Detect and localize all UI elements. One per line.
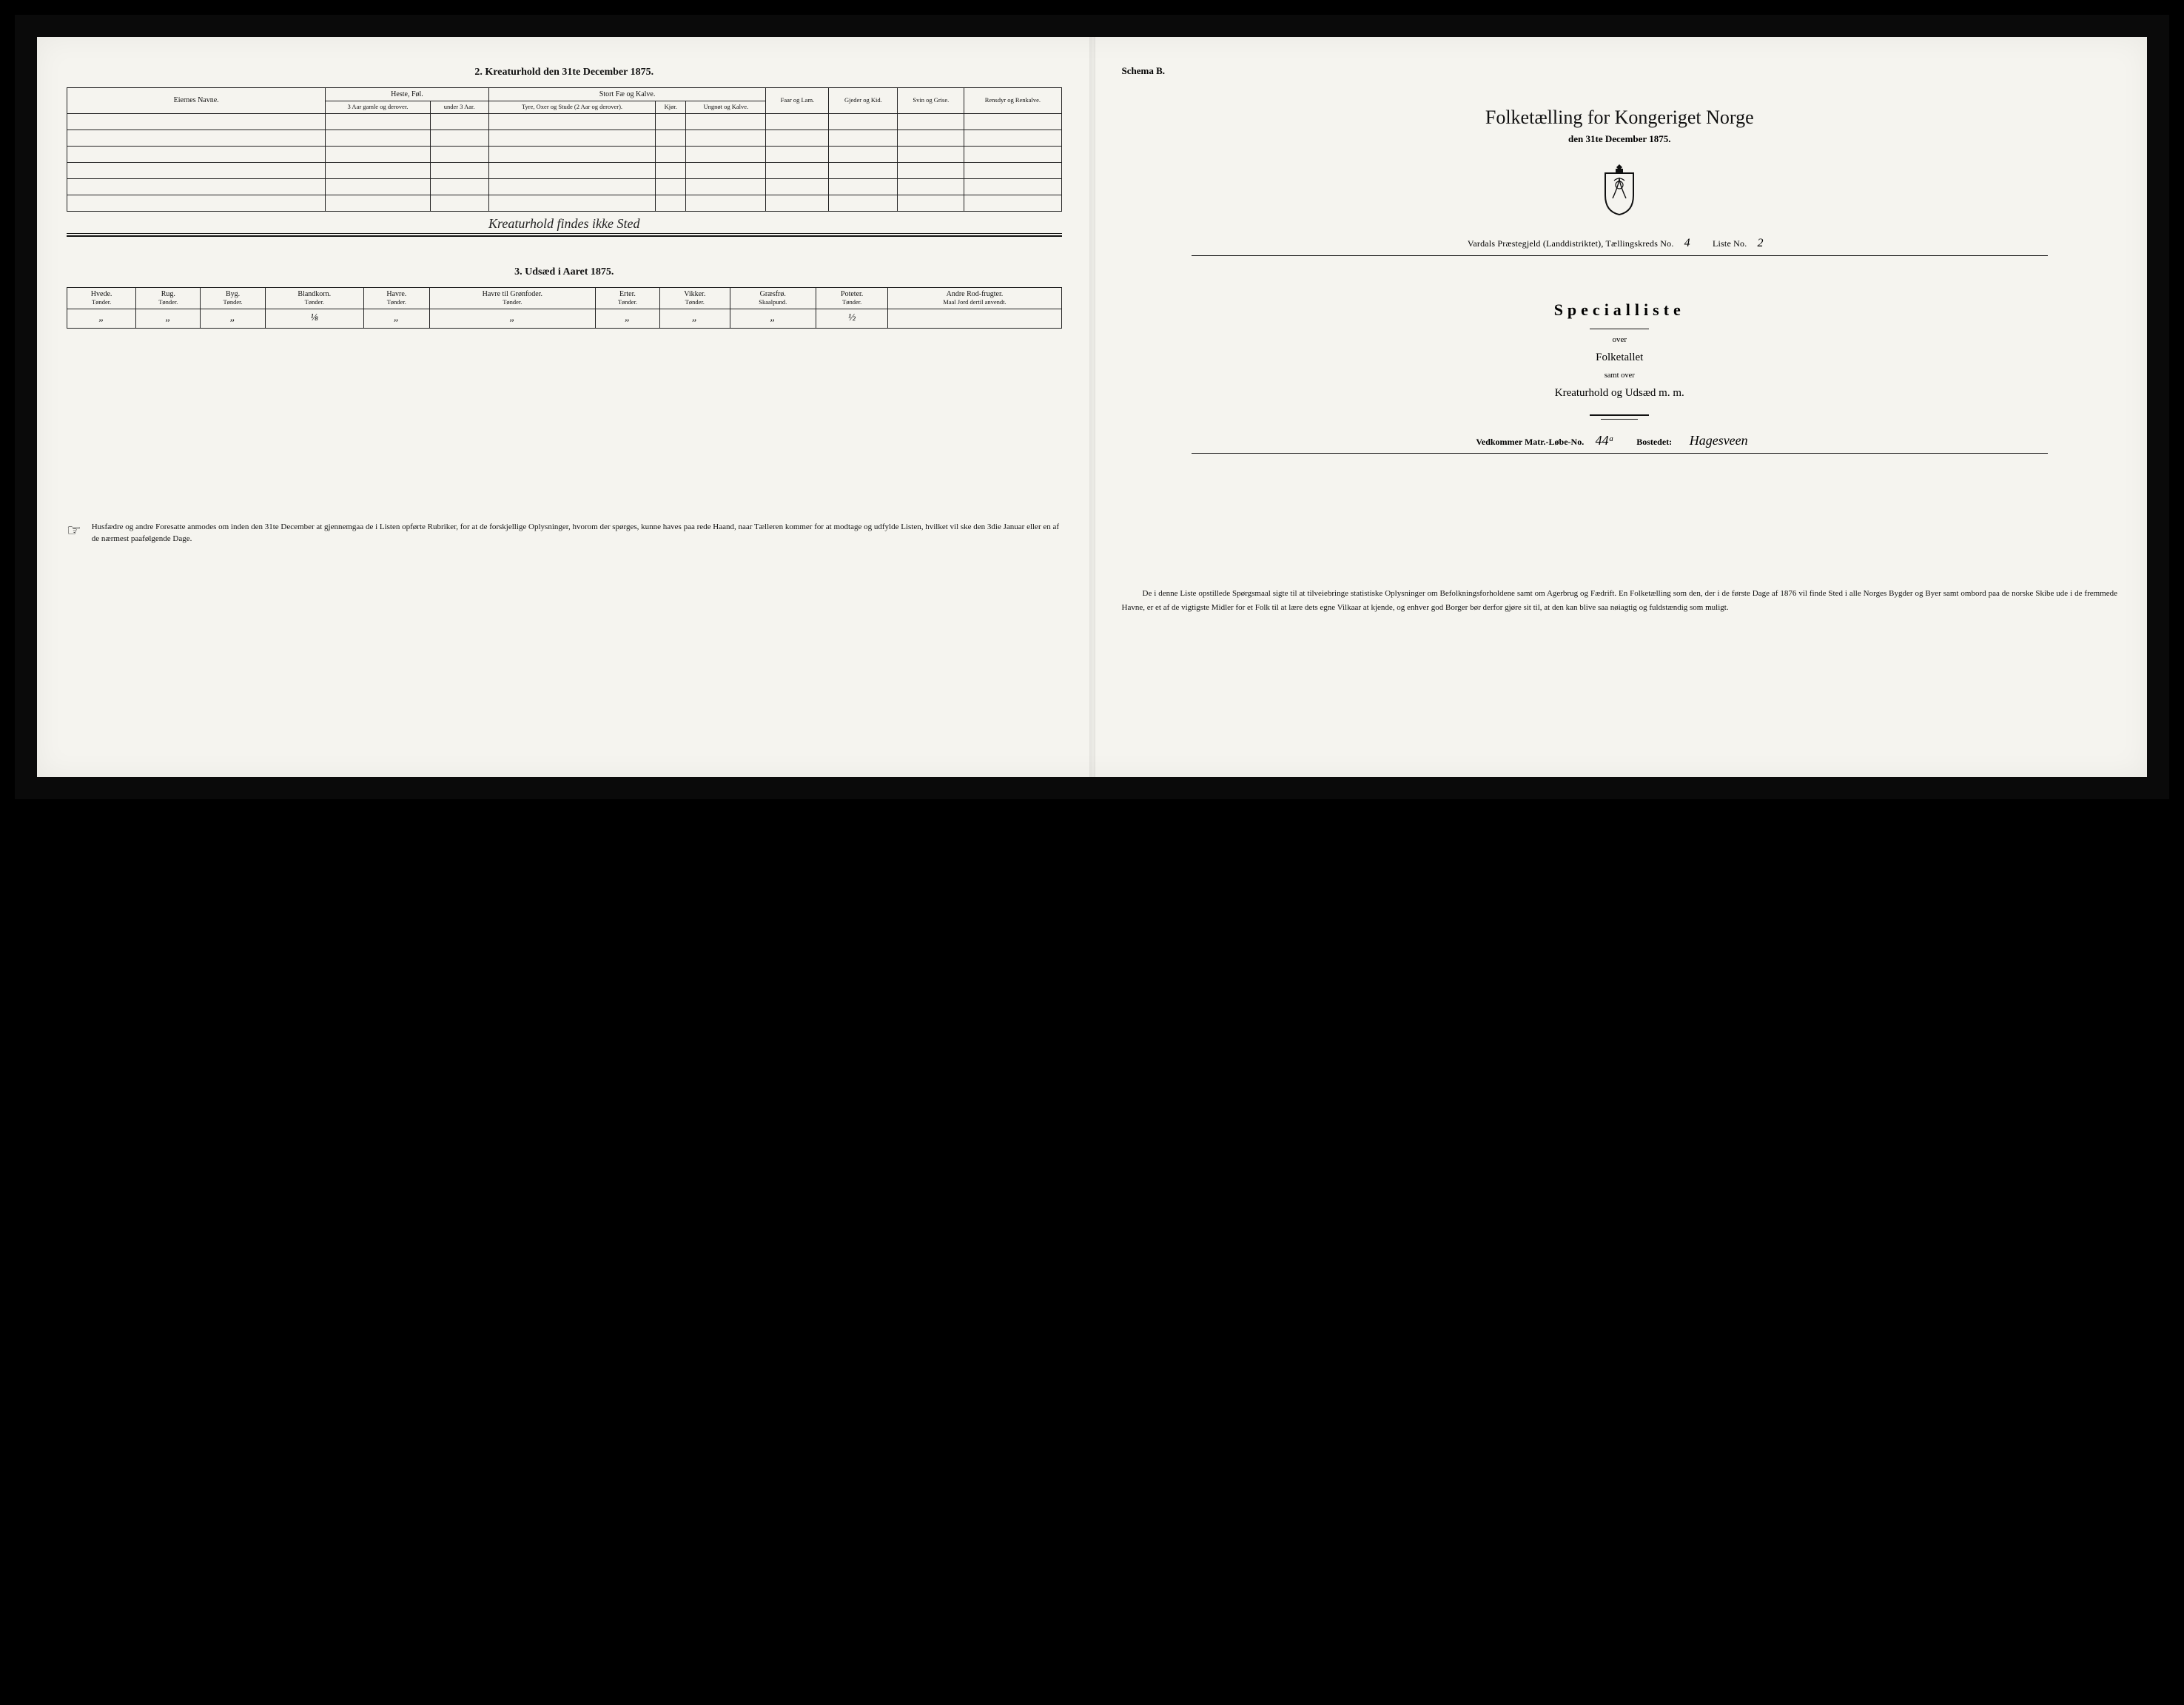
table-row [67, 162, 1062, 178]
specialliste-heading: Specialliste [1122, 300, 2118, 320]
section3-title: 3. Udsæd i Aaret 1875. [67, 266, 1062, 278]
rule [67, 235, 1062, 237]
section2-table: Eiernes Navne. Heste, Føl. Stort Fæ og K… [67, 87, 1062, 212]
liste-label: Liste No. [1713, 238, 1747, 249]
kreds-no: 4 [1676, 237, 1699, 251]
col-hvede: Hvede.Tønder. [67, 287, 136, 309]
colgroup-stort-fae: Stort Fæ og Kalve. [488, 88, 766, 101]
col-gjeder: Gjeder og Kid. [829, 88, 898, 114]
val-poteter: ½ [816, 309, 888, 328]
samt-over-label: samt over [1122, 371, 2118, 380]
col-tyre: Tyre, Oxer og Stude (2 Aar og derover). [488, 101, 656, 114]
val-rug: „ [136, 309, 201, 328]
col-erter: Erter.Tønder. [595, 287, 659, 309]
table-row [67, 146, 1062, 162]
val-havre: „ [363, 309, 429, 328]
col-havre-gronfoder: Havre til Grønfoder.Tønder. [429, 287, 595, 309]
bostedet-value: Hagesveen [1674, 433, 1763, 448]
section3: 3. Udsæd i Aaret 1875. Hvede.Tønder. Rug… [67, 266, 1062, 329]
rule [1192, 255, 2048, 256]
section3-value-row: „ „ „ ⅛ „ „ „ „ „ ½ [67, 309, 1062, 328]
census-title: Folketælling for Kongeriget Norge [1122, 107, 2118, 129]
section3-table: Hvede.Tønder. Rug.Tønder. Byg.Tønder. Bl… [67, 287, 1062, 329]
table-row [67, 113, 1062, 130]
rule [1601, 419, 1638, 420]
section2-handwritten-note: Kreaturhold findes ikke Sted [67, 216, 1062, 232]
val-andre [888, 309, 1061, 328]
district-line: Vardals Præstegjeld (Landdistriktet), Tæ… [1122, 237, 2118, 251]
vedkommer-line: Vedkommer Matr.-Løbe-No. 44ᵃ Bostedet: H… [1122, 433, 2118, 448]
col-svin: Svin og Grise. [898, 88, 964, 114]
col-eiernes-navne: Eiernes Navne. [67, 88, 326, 114]
left-page: 2. Kreaturhold den 31te December 1875. E… [37, 37, 1092, 777]
col-poteter: Poteter.Tønder. [816, 287, 888, 309]
scan-frame: 2. Kreaturhold den 31te December 1875. E… [15, 15, 2169, 799]
val-havre-gronfoder: „ [429, 309, 595, 328]
left-footer-text: Husfædre og andre Foresatte anmodes om i… [92, 521, 1062, 545]
section2-title: 2. Kreaturhold den 31te December 1875. [67, 67, 1062, 78]
section2-body [67, 113, 1062, 211]
col-kjor: Kjør. [656, 101, 686, 114]
rule [1192, 453, 2048, 454]
rule [67, 233, 1062, 234]
col-byg: Byg.Tønder. [201, 287, 265, 309]
right-footer-text: De i denne Liste opstillede Spørgsmaal s… [1122, 587, 2118, 614]
col-vikker: Vikker.Tønder. [660, 287, 730, 309]
schema-label: Schema B. [1122, 65, 2118, 77]
district-prefix: Vardals Præstegjeld (Landdistriktet), Tæ… [1468, 238, 1674, 249]
col-ungnot: Ungnøt og Kalve. [686, 101, 766, 114]
col-rug: Rug.Tønder. [136, 287, 201, 309]
col-graesfro: Græsfrø.Skaalpund. [730, 287, 816, 309]
val-graesfro: „ [730, 309, 816, 328]
val-hvede: „ [67, 309, 136, 328]
rule [1590, 414, 1649, 416]
table-row [67, 195, 1062, 211]
liste-no: 2 [1750, 237, 1772, 251]
section3-header-row: Hvede.Tønder. Rug.Tønder. Byg.Tønder. Bl… [67, 287, 1062, 309]
vedkommer-label: Vedkommer Matr.-Løbe-No. [1476, 437, 1584, 447]
val-blandkorn: ⅛ [265, 309, 363, 328]
col-havre: Havre.Tønder. [363, 287, 429, 309]
coat-of-arms-icon [1122, 163, 2118, 216]
val-byg: „ [201, 309, 265, 328]
col-andre-rodfrugter: Andre Rod-frugter.Maal Jord dertil anven… [888, 287, 1061, 309]
kreaturhold-heading: Kreaturhold og Udsæd m. m. [1122, 387, 2118, 400]
over-label: over [1122, 335, 2118, 344]
col-heste-under3: under 3 Aar. [430, 101, 488, 114]
bostedet-label: Bostedet: [1636, 437, 1672, 447]
census-subtitle: den 31te December 1875. [1122, 133, 2118, 145]
col-rensdyr: Rensdyr og Renkalve. [964, 88, 1061, 114]
folketallet-heading: Folketallet [1122, 352, 2118, 364]
colgroup-heste: Heste, Føl. [326, 88, 488, 101]
col-heste-3aar: 3 Aar gamle og derover. [326, 101, 430, 114]
matr-lobe-no: 44ᵃ [1586, 433, 1623, 448]
val-vikker: „ [660, 309, 730, 328]
table-row [67, 130, 1062, 146]
left-footer-note: ☞ Husfædre og andre Foresatte anmodes om… [67, 521, 1062, 545]
col-faar: Faar og Lam. [766, 88, 829, 114]
val-erter: „ [595, 309, 659, 328]
col-blandkorn: Blandkorn.Tønder. [265, 287, 363, 309]
pointing-hand-icon: ☞ [67, 521, 81, 545]
document-spread: 2. Kreaturhold den 31te December 1875. E… [37, 37, 2147, 777]
right-page: Schema B. Folketælling for Kongeriget No… [1092, 37, 2148, 777]
table-row [67, 178, 1062, 195]
